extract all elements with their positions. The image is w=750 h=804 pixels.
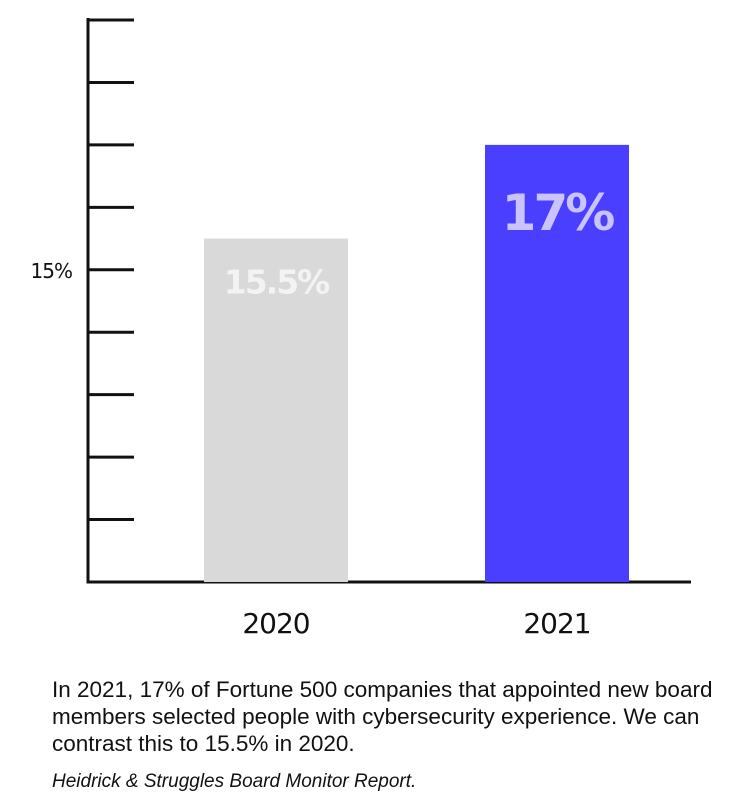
bar-chart: 15% 15.5% 17% 2020 2021 — [31, 18, 691, 640]
data-labels: 15.5% 17% — [224, 184, 617, 302]
bar-2020 — [204, 238, 348, 583]
x-tick-labels: 2020 2021 — [242, 607, 591, 640]
y-axis-ticks: 15% — [31, 18, 134, 522]
x-tick-label: 2020 — [242, 607, 309, 640]
source-citation: Heidrick & Struggles Board Monitor Repor… — [52, 771, 417, 792]
data-label: 15.5% — [224, 263, 330, 302]
x-tick-label: 2021 — [523, 607, 590, 640]
data-label: 17% — [502, 184, 615, 242]
bar-2021 — [485, 144, 629, 582]
bars — [204, 144, 629, 583]
caption-text: In 2021, 17% of Fortune 500 companies th… — [52, 677, 713, 756]
y-tick-label: 15% — [31, 259, 72, 283]
